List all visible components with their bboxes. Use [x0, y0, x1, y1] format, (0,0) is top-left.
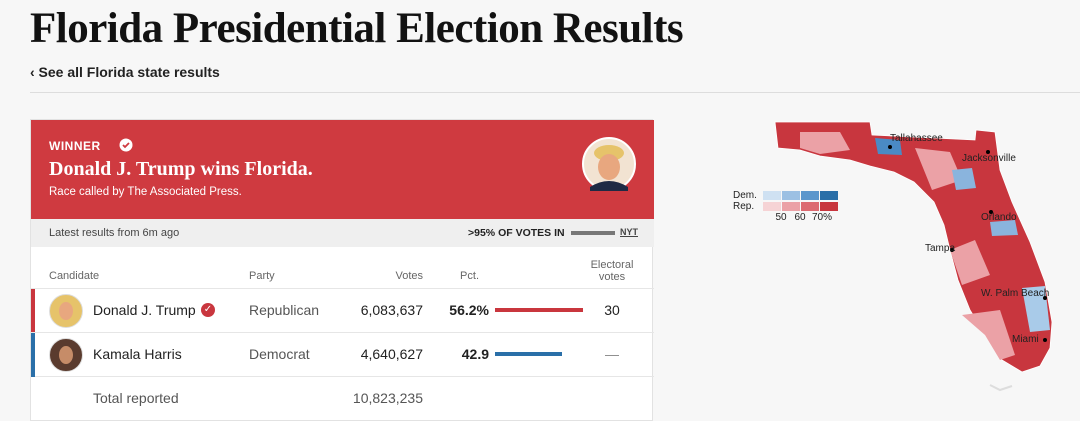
column-header: Party	[249, 270, 275, 282]
status-bar: Latest results from 6m ago >95% OF VOTES…	[31, 219, 654, 247]
party-stripe	[31, 289, 35, 333]
pct: 42.9	[461, 346, 489, 362]
winner-check: ✓	[201, 303, 215, 317]
winner-note: Race called by The Associated Press.	[49, 186, 242, 198]
total-votes: 10,823,235	[352, 390, 423, 406]
back-link[interactable]: ‹ See all Florida state results	[30, 64, 220, 80]
city-label: Tampa	[925, 243, 955, 254]
candidate-name: Kamala Harris	[93, 346, 182, 362]
column-header: Votes	[395, 270, 423, 282]
results-card: WINNER Donald J. Trump wins Florida. Rac…	[30, 119, 654, 421]
county-map: Tallahassee Jacksonville Orlando Tampa W…	[733, 121, 1053, 392]
county-dem	[1022, 286, 1050, 332]
pct-bar	[495, 308, 584, 312]
pct: 56.2%	[449, 302, 489, 318]
updated-time: Latest results from 6m ago	[49, 227, 180, 239]
legend-dem: Dem.	[733, 190, 757, 201]
electoral-votes: —	[605, 346, 619, 362]
legend-tick: 50	[775, 212, 787, 223]
city-dot	[888, 145, 892, 149]
votes-in: >95% OF VOTES IN	[468, 227, 565, 239]
city-dot	[989, 210, 993, 214]
source: NYT	[620, 227, 638, 237]
winner-label: WINNER	[49, 139, 101, 153]
legend-tick: 60	[794, 212, 806, 223]
column-header: Candidate	[49, 270, 100, 282]
legend-tick: 70%	[812, 212, 832, 223]
column-header: Electoral votes	[590, 259, 634, 283]
votes: 6,083,637	[360, 302, 423, 318]
total-label: Total reported	[93, 390, 179, 406]
candidate-row: Kamala Harris Democrat 4,640,627 42.9 —	[31, 332, 654, 377]
keys	[989, 384, 1013, 392]
page-title: Florida Presidential Election Results	[30, 5, 684, 52]
votes: 4,640,627	[360, 346, 423, 362]
county-dem	[952, 168, 976, 190]
city-dot	[1043, 338, 1047, 342]
column-header: Pct.	[460, 270, 479, 282]
city-dot	[950, 248, 954, 252]
county-light	[800, 132, 1015, 360]
photo-face	[59, 302, 73, 320]
pct-bar	[495, 352, 563, 356]
state-shape	[774, 121, 1053, 373]
candidate-name: Donald J. Trump	[93, 302, 196, 318]
reporting-bar	[571, 231, 615, 235]
candidate-photo	[49, 294, 83, 328]
city-label: Jacksonville	[962, 153, 1016, 164]
county-dem	[990, 220, 1018, 236]
city-label: Miami	[1012, 334, 1039, 345]
candidate-photo	[49, 338, 83, 372]
party: Democrat	[249, 346, 310, 362]
city-dot	[986, 150, 990, 154]
legend-rep: Rep.	[733, 201, 754, 212]
winner-headline: Donald J. Trump wins Florida.	[49, 158, 313, 180]
city-dot	[1043, 296, 1047, 300]
party: Republican	[249, 302, 320, 318]
party-stripe	[31, 333, 35, 377]
city-label: W. Palm Beach	[981, 288, 1049, 299]
electoral-votes: 30	[604, 302, 620, 318]
check-icon	[119, 138, 133, 152]
photo-face	[59, 346, 73, 364]
winner-banner: WINNER Donald J. Trump wins Florida. Rac…	[31, 120, 654, 219]
legend-swatches	[763, 191, 838, 211]
winner-photo	[582, 137, 636, 191]
candidate-row: Donald J. Trump ✓ Republican 6,083,637 56.2%…	[31, 288, 654, 333]
total-row: Total reported 10,823,235	[31, 376, 654, 421]
city-label: Orlando	[981, 212, 1017, 223]
divider	[30, 92, 1080, 93]
city-label: Tallahassee	[890, 133, 943, 144]
